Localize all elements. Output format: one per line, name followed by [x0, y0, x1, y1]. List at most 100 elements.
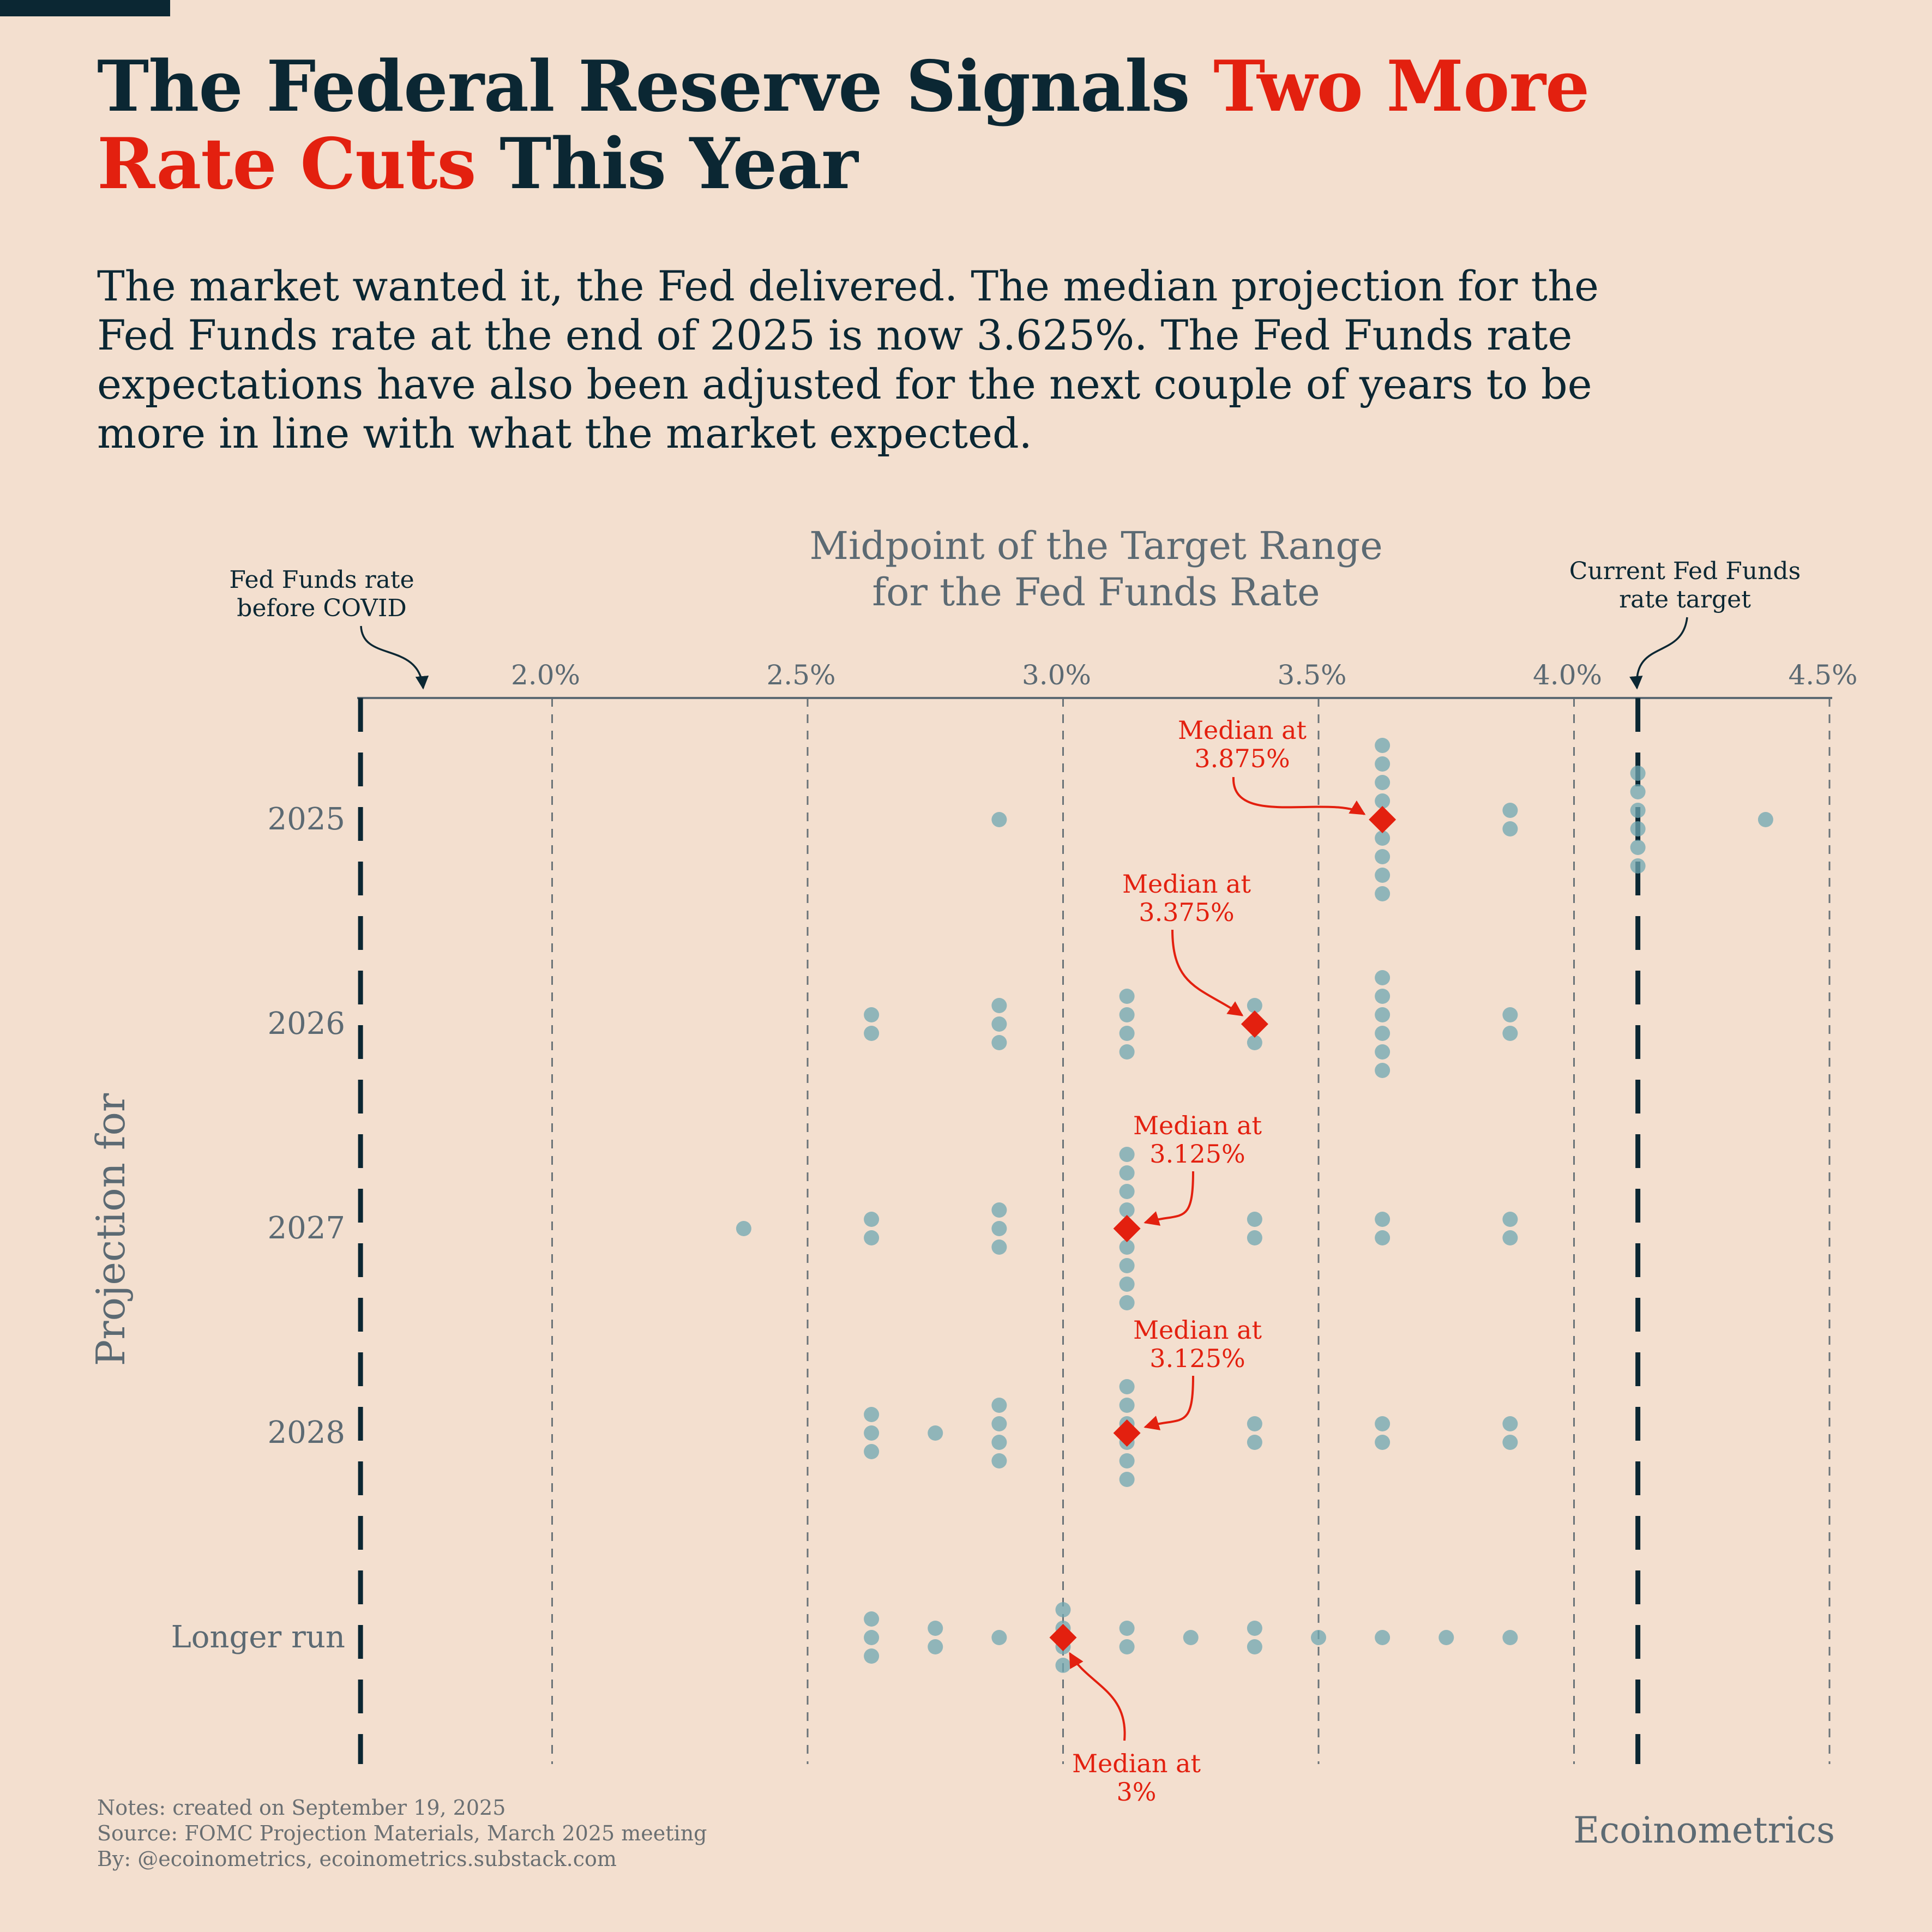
dot-3-2.875-0 [991, 1398, 1007, 1413]
median-arrow-4 [1069, 1652, 1126, 1741]
dot-4-3.125-1 [1119, 1639, 1135, 1654]
dot-0-4.125-1 [1630, 784, 1646, 799]
ref-arrow-pre-covid [360, 625, 429, 690]
dot-4-3.75-0 [1439, 1630, 1454, 1645]
median-label-1-line-2: 3.375% [1139, 898, 1234, 927]
dot-3-2.75-0 [928, 1425, 943, 1441]
category-label-0: 2025 [267, 802, 345, 837]
category-label-3: 2028 [267, 1415, 345, 1450]
dot-2-3.125-0 [1119, 1147, 1135, 1162]
dot-0-3.625-8 [1375, 886, 1391, 901]
x-tick-label-0: 2.0% [511, 659, 580, 691]
dot-0-3.625-0 [1375, 738, 1391, 753]
dot-2-3.125-3 [1119, 1202, 1135, 1218]
dot-0-3.625-2 [1375, 775, 1391, 790]
dot-4-3.125-0 [1119, 1621, 1135, 1636]
dot-1-3.625-3 [1375, 1026, 1391, 1041]
y-axis-title: Projection for [88, 1093, 134, 1366]
dot-2-3.375-0 [1247, 1212, 1262, 1227]
median-arrow-3 [1143, 1375, 1194, 1430]
dot-1-3.125-1 [1119, 1007, 1135, 1022]
x-tick-label-1: 2.5% [766, 659, 835, 691]
dot-4-3.625-0 [1375, 1630, 1391, 1645]
median-marker-2 [1113, 1215, 1141, 1242]
notes-by: By: @ecoinometrics, ecoinometrics.substa… [97, 1847, 617, 1871]
dot-1-3.375-2 [1247, 1035, 1262, 1050]
page-title: The Federal Reserve Signals Two More Rat… [97, 48, 1787, 203]
dot-3-2.875-2 [991, 1435, 1007, 1450]
x-axis-title-line-2: for the Fed Funds Rate [872, 570, 1320, 615]
category-label-4: Longer run [171, 1620, 345, 1655]
dot-0-4.375-0 [1758, 812, 1773, 827]
dot-2-3.625-1 [1375, 1230, 1391, 1245]
notes-source: Source: FOMC Projection Materials, March… [97, 1821, 707, 1845]
dot-0-3.875-0 [1502, 803, 1518, 818]
dot-2-3.375-1 [1247, 1230, 1262, 1245]
dot-2-2.875-0 [991, 1202, 1007, 1218]
median-arrow-1 [1171, 929, 1244, 1016]
dot-3-3.875-0 [1502, 1416, 1518, 1431]
median-label-0-line-1: Median at [1178, 715, 1307, 745]
dot-2-2.625-0 [864, 1212, 880, 1227]
dot-1-3.625-5 [1375, 1063, 1391, 1078]
dot-0-4.125-2 [1630, 803, 1646, 818]
dot-2-2.625-1 [864, 1230, 880, 1245]
dot-4-2.625-1 [864, 1630, 880, 1645]
dot-2-3.875-0 [1502, 1212, 1518, 1227]
dot-4-3-3 [1055, 1658, 1071, 1673]
x-tick-label-2: 3.0% [1022, 659, 1091, 691]
brand-logo-text: Ecoinometrics [1573, 1809, 1835, 1851]
dot-0-3.625-1 [1375, 756, 1391, 772]
dot-0-4.125-0 [1630, 766, 1646, 781]
dot-4-3.375-0 [1247, 1621, 1262, 1636]
dot-4-3.875-0 [1502, 1630, 1518, 1645]
dot-1-2.625-1 [864, 1026, 880, 1041]
x-tick-label-3: 3.5% [1277, 659, 1346, 691]
dot-3-2.875-3 [991, 1453, 1007, 1468]
dot-4-2.75-1 [928, 1639, 943, 1654]
median-arrow-2 [1143, 1171, 1194, 1226]
dot-1-3.625-1 [1375, 989, 1391, 1004]
median-label-4-line-2: 3% [1117, 1777, 1157, 1807]
dot-3-3.625-0 [1375, 1416, 1391, 1431]
median-marker-1 [1241, 1010, 1268, 1038]
median-label-2-line-1: Median at [1133, 1111, 1262, 1140]
dot-0-4.125-5 [1630, 858, 1646, 874]
dot-1-3.625-4 [1375, 1044, 1391, 1060]
dot-2-3.125-5 [1119, 1239, 1135, 1255]
dot-4-2.75-0 [928, 1621, 943, 1636]
ref-label-pre-covid-line-2: before COVID [237, 594, 406, 622]
dot-2-3.125-7 [1119, 1277, 1135, 1292]
dot-2-2.375-0 [736, 1221, 751, 1236]
dot-1-3.125-0 [1119, 989, 1135, 1004]
dot-4-2.625-2 [864, 1648, 880, 1664]
notes-created: Notes: created on September 19, 2025 [97, 1796, 506, 1820]
median-label-4-line-1: Median at [1072, 1749, 1201, 1778]
median-marker-0 [1369, 806, 1397, 833]
dot-2-3.625-0 [1375, 1212, 1391, 1227]
dot-1-3.625-0 [1375, 970, 1391, 985]
dot-2-2.875-2 [991, 1239, 1007, 1255]
dot-2-3.125-8 [1119, 1295, 1135, 1310]
dot-1-2.875-0 [991, 998, 1007, 1013]
dot-4-3.5-0 [1311, 1630, 1326, 1645]
median-marker-4 [1049, 1624, 1077, 1651]
dot-2-2.875-1 [991, 1221, 1007, 1236]
dot-3-3.375-0 [1247, 1416, 1262, 1431]
median-label-1-line-1: Median at [1122, 869, 1251, 899]
ref-arrow-current [1629, 617, 1688, 690]
corner-accent-bar [0, 0, 170, 16]
median-label-0-line-2: 3.875% [1194, 744, 1290, 773]
median-arrow-0 [1232, 777, 1366, 815]
dot-0-3.625-6 [1375, 849, 1391, 864]
dot-2-3.125-6 [1119, 1258, 1135, 1273]
dot-3-3.125-1 [1119, 1398, 1135, 1413]
dot-3-3.125-5 [1119, 1472, 1135, 1487]
dot-1-3.125-2 [1119, 1026, 1135, 1041]
dot-1-3.375-0 [1247, 998, 1262, 1013]
dot-3-2.625-2 [864, 1444, 880, 1459]
dot-0-3.625-7 [1375, 868, 1391, 883]
dot-3-3.875-1 [1502, 1435, 1518, 1450]
x-tick-label-5: 4.5% [1788, 659, 1857, 691]
